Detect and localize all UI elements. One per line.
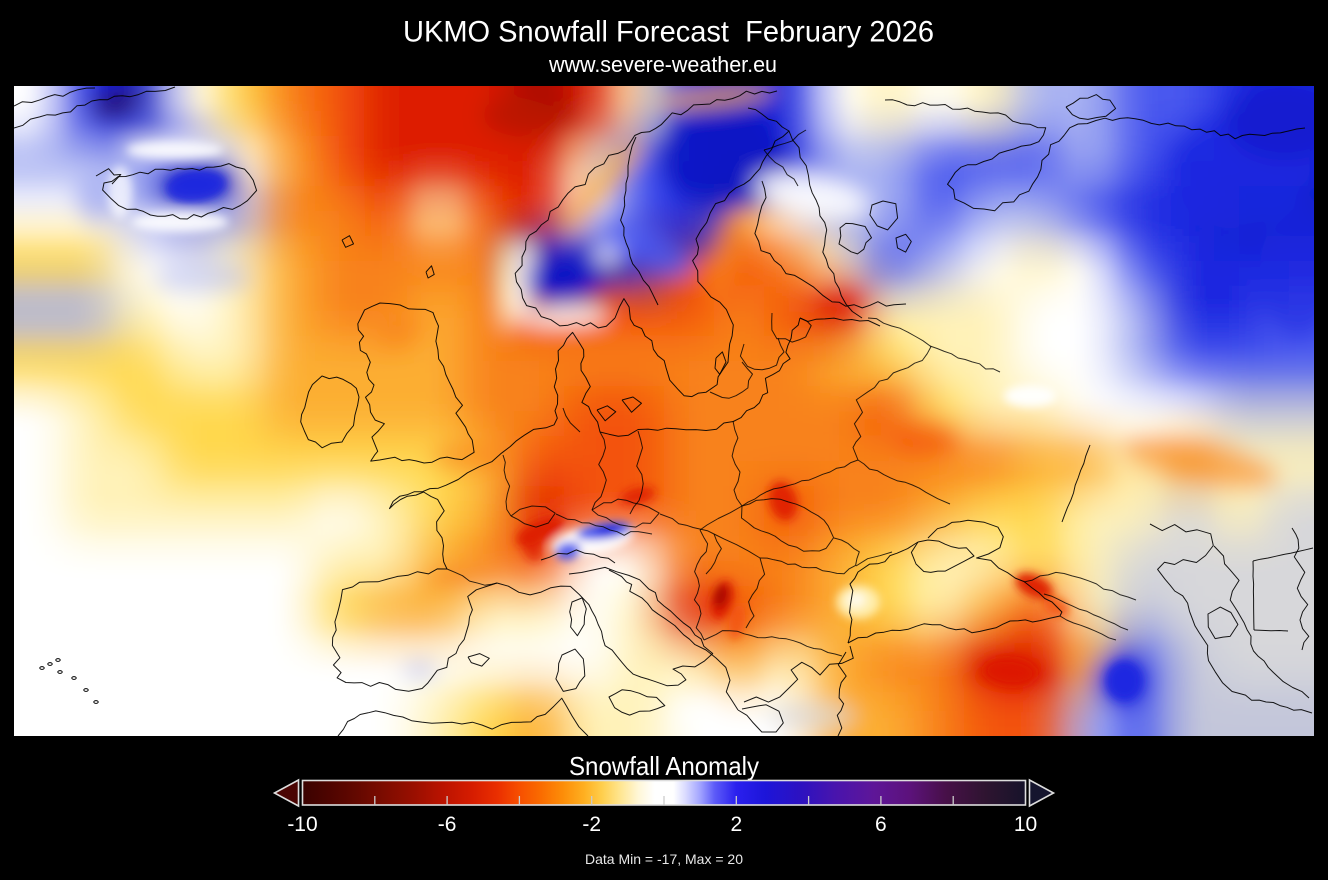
svg-text:www.severe-weather.eu: www.severe-weather.eu	[548, 52, 777, 77]
svg-text:6: 6	[875, 813, 887, 836]
svg-text:Snowfall Anomaly: Snowfall Anomaly	[569, 751, 759, 781]
svg-text:Data Min = -17, Max = 20: Data Min = -17, Max = 20	[585, 851, 743, 867]
svg-text:-6: -6	[438, 813, 457, 836]
svg-text:-10: -10	[287, 813, 317, 836]
svg-text:UKMO Snowfall Forecast Februa: UKMO Snowfall Forecast February 2026	[403, 16, 934, 49]
svg-text:2: 2	[730, 813, 742, 836]
svg-text:10: 10	[1014, 813, 1037, 836]
svg-text:-2: -2	[582, 813, 601, 836]
